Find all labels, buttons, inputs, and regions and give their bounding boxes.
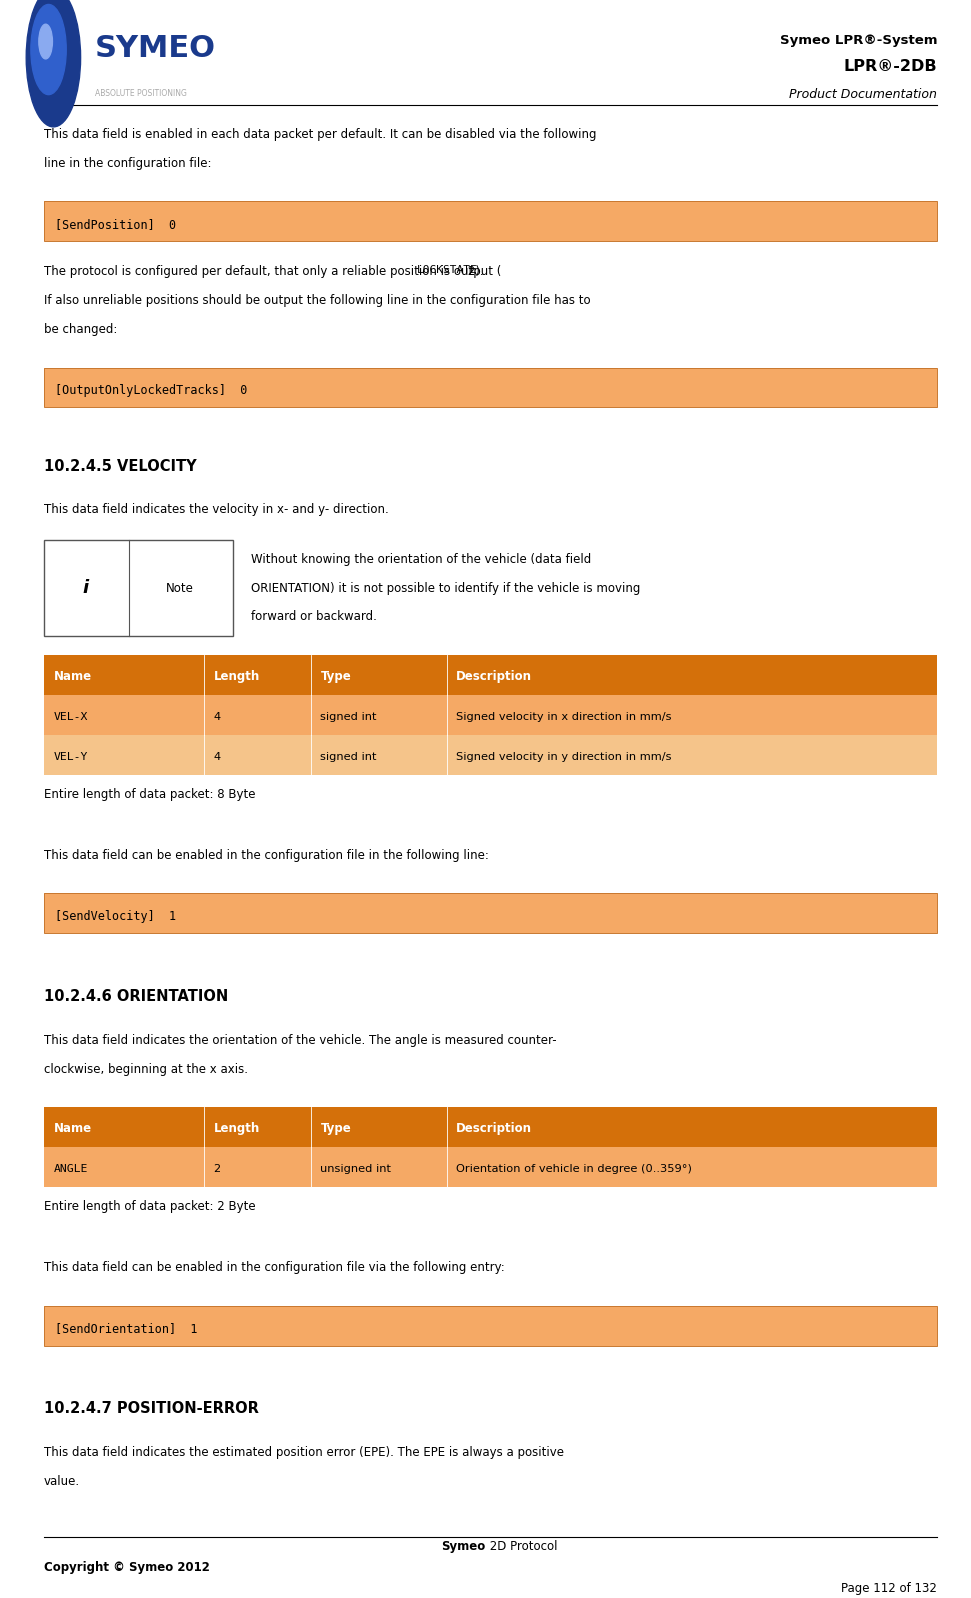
Text: VEL-Y: VEL-Y: [53, 751, 87, 762]
Text: Without knowing the orientation of the vehicle (data field: Without knowing the orientation of the v…: [251, 553, 590, 566]
FancyBboxPatch shape: [44, 695, 937, 735]
Text: This data field can be enabled in the configuration file via the following entry: This data field can be enabled in the co…: [44, 1261, 505, 1274]
Text: [OutputOnlyLockedTracks]  0: [OutputOnlyLockedTracks] 0: [55, 384, 248, 398]
Text: Entire length of data packet: 2 Byte: Entire length of data packet: 2 Byte: [44, 1200, 255, 1213]
Ellipse shape: [39, 24, 52, 59]
Text: [SendPosition]  0: [SendPosition] 0: [55, 217, 177, 232]
Text: Name: Name: [53, 670, 91, 684]
Text: 2D Protocol: 2D Protocol: [486, 1540, 557, 1553]
Text: Symeo: Symeo: [441, 1540, 486, 1553]
Text: Description: Description: [456, 670, 532, 684]
Text: Copyright © Symeo 2012: Copyright © Symeo 2012: [44, 1561, 210, 1574]
Text: line in the configuration file:: line in the configuration file:: [44, 157, 212, 169]
Text: Product Documentation: Product Documentation: [789, 88, 937, 101]
Text: ANGLE: ANGLE: [53, 1163, 87, 1175]
FancyBboxPatch shape: [44, 368, 937, 407]
Text: 10.2.4.5 VELOCITY: 10.2.4.5 VELOCITY: [44, 459, 196, 473]
Text: This data field indicates the estimated position error (EPE). The EPE is always : This data field indicates the estimated …: [44, 1446, 564, 1459]
Text: The protocol is configured per default, that only a reliable position is output : The protocol is configured per default, …: [44, 265, 501, 278]
Text: This data field indicates the orientation of the vehicle. The angle is measured : This data field indicates the orientatio…: [44, 1034, 556, 1047]
Text: 10.2.4.7 POSITION-ERROR: 10.2.4.7 POSITION-ERROR: [44, 1401, 258, 1416]
Text: unsigned int: unsigned int: [320, 1163, 391, 1175]
Text: [SendOrientation]  1: [SendOrientation] 1: [55, 1322, 198, 1336]
Text: signed int: signed int: [320, 711, 377, 722]
Text: Signed velocity in x direction in mm/s: Signed velocity in x direction in mm/s: [456, 711, 672, 722]
FancyBboxPatch shape: [44, 201, 937, 241]
Text: Type: Type: [320, 670, 352, 684]
Text: i: i: [83, 578, 88, 598]
Text: VEL-X: VEL-X: [53, 711, 87, 722]
Text: Entire length of data packet: 8 Byte: Entire length of data packet: 8 Byte: [44, 788, 255, 801]
Text: 4: 4: [214, 751, 220, 762]
Text: Symeo LPR®-System: Symeo LPR®-System: [780, 34, 937, 46]
FancyBboxPatch shape: [44, 893, 937, 933]
Text: ORIENTATION) it is not possible to identify if the vehicle is moving: ORIENTATION) it is not possible to ident…: [251, 582, 640, 594]
FancyBboxPatch shape: [44, 655, 937, 695]
Text: ABSOLUTE POSITIONING: ABSOLUTE POSITIONING: [95, 89, 187, 99]
Text: Page 112 of 132: Page 112 of 132: [841, 1582, 937, 1595]
Text: be changed:: be changed:: [44, 323, 117, 336]
FancyBboxPatch shape: [44, 1107, 937, 1147]
Text: Note: Note: [166, 582, 194, 594]
FancyBboxPatch shape: [44, 1306, 937, 1346]
Text: Signed velocity in y direction in mm/s: Signed velocity in y direction in mm/s: [456, 751, 672, 762]
Ellipse shape: [31, 5, 66, 94]
Text: LPR®-2DB: LPR®-2DB: [844, 59, 937, 74]
Text: SYMEO: SYMEO: [95, 34, 217, 62]
Text: 2).: 2).: [464, 265, 484, 278]
Text: value.: value.: [44, 1475, 80, 1488]
Text: clockwise, beginning at the x axis.: clockwise, beginning at the x axis.: [44, 1063, 248, 1075]
Text: If also unreliable positions should be output the following line in the configur: If also unreliable positions should be o…: [44, 294, 590, 307]
Text: Description: Description: [456, 1122, 532, 1136]
Text: This data field can be enabled in the configuration file in the following line:: This data field can be enabled in the co…: [44, 849, 488, 861]
Ellipse shape: [26, 0, 81, 126]
Text: This data field indicates the velocity in x- and y- direction.: This data field indicates the velocity i…: [44, 503, 388, 516]
Text: Length: Length: [214, 1122, 260, 1136]
Text: LOCKSTATE: LOCKSTATE: [418, 265, 478, 275]
Text: forward or backward.: forward or backward.: [251, 610, 377, 623]
Text: signed int: signed int: [320, 751, 377, 762]
Text: 4: 4: [214, 711, 220, 722]
Text: 2: 2: [214, 1163, 220, 1175]
FancyBboxPatch shape: [44, 735, 937, 775]
Text: This data field is enabled in each data packet per default. It can be disabled v: This data field is enabled in each data …: [44, 128, 596, 141]
Text: [SendVelocity]  1: [SendVelocity] 1: [55, 909, 177, 924]
Text: Length: Length: [214, 670, 260, 684]
Text: Type: Type: [320, 1122, 352, 1136]
Text: Orientation of vehicle in degree (0..359°): Orientation of vehicle in degree (0..359…: [456, 1163, 692, 1175]
Text: 10.2.4.6 ORIENTATION: 10.2.4.6 ORIENTATION: [44, 989, 228, 1004]
Text: Name: Name: [53, 1122, 91, 1136]
FancyBboxPatch shape: [44, 1147, 937, 1187]
